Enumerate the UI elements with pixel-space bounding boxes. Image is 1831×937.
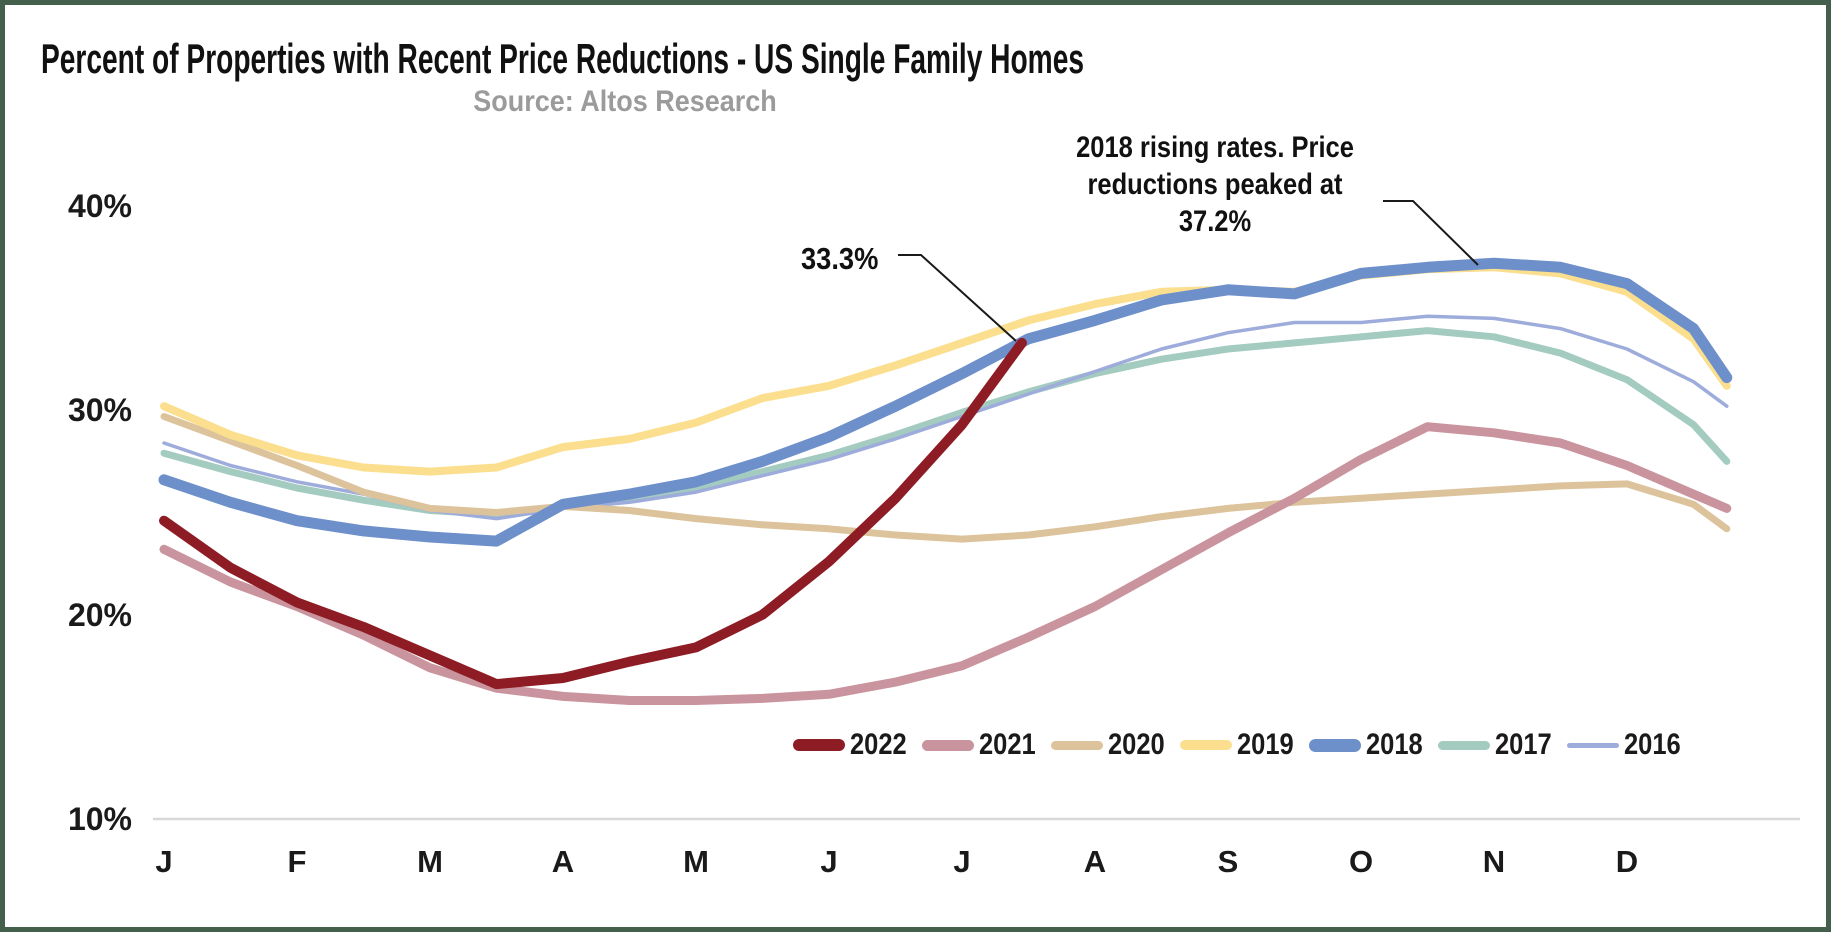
legend-swatch-2020 [1051, 740, 1103, 750]
legend-swatch-2016 [1567, 742, 1619, 748]
x-tick-label-3: M [417, 844, 443, 879]
series-line-2020 [160, 413, 1731, 543]
annotation-2018-peak-line3: 37.2% [1178, 205, 1252, 238]
y-tick-label-20: 20% [67, 596, 132, 633]
series-line-2021 [159, 422, 1732, 705]
legend-swatch-2022 [793, 739, 845, 751]
legend-label-2017: 2017 [1495, 728, 1552, 761]
annotation-2022-latest-value: 33.3% [801, 241, 879, 276]
line-chart-canvas [153, 200, 1800, 821]
legend-label-2016: 2016 [1624, 728, 1681, 761]
legend-label-2019: 2019 [1237, 728, 1294, 761]
legend-swatch-2019 [1180, 740, 1232, 750]
annotation-2018-peak-line1: 2018 rising rates. Price [1076, 131, 1354, 164]
y-tick-label-40: 40% [67, 188, 132, 224]
legend-item-2019: 2019 [1180, 728, 1309, 761]
legend-swatch-2017 [1438, 740, 1490, 750]
legend-swatch-2021 [922, 739, 974, 751]
x-tick-label-8: A [1083, 844, 1107, 879]
legend-label-2018: 2018 [1366, 728, 1423, 761]
chart-title: Percent of Properties with Recent Price … [41, 35, 1085, 82]
series-lines-group [158, 257, 1733, 705]
x-tick-label-4: A [551, 844, 575, 879]
legend-label-2022: 2022 [850, 728, 907, 761]
x-tick-label-2: F [287, 844, 307, 879]
legend-item-2020: 2020 [1051, 728, 1180, 761]
y-tick-label-30: 30% [67, 392, 132, 429]
annotation-2018-peak: 2018 rising rates. Price reductions peak… [1045, 129, 1385, 240]
legend-item-2022: 2022 [793, 728, 922, 761]
legend-item-2017: 2017 [1438, 728, 1567, 761]
x-tick-label-5: M [683, 844, 709, 879]
series-line-2018 [158, 257, 1733, 547]
x-tick-label-9: S [1217, 844, 1239, 879]
legend-label-2021: 2021 [979, 728, 1036, 761]
x-tick-label-11: N [1482, 844, 1506, 879]
legend-item-2021: 2021 [922, 728, 1051, 761]
legend-swatch-2018 [1309, 738, 1361, 752]
leader-line-2022-annotation [898, 254, 1017, 342]
legend-item-2018: 2018 [1309, 728, 1438, 761]
annotation-2018-peak-line2: reductions peaked at [1087, 168, 1343, 201]
leader-line-2018-annotation [1383, 200, 1479, 266]
x-tick-label-12: D [1615, 844, 1639, 879]
x-tick-label-10: O [1348, 844, 1374, 879]
legend-label-2020: 2020 [1108, 728, 1165, 761]
x-tick-label-7: J [953, 844, 971, 879]
legend-item-2016: 2016 [1567, 728, 1696, 761]
chart-source-subtitle: Source: Altos Research [473, 85, 777, 118]
x-tick-label-1: J [155, 844, 173, 879]
chart-legend: 2022 2021 2020 2019 2018 2017 2016 [793, 728, 1696, 761]
series-line-2022 [159, 337, 1027, 690]
x-tick-label-6: J [820, 844, 838, 879]
y-tick-label-10: 10% [67, 800, 132, 837]
